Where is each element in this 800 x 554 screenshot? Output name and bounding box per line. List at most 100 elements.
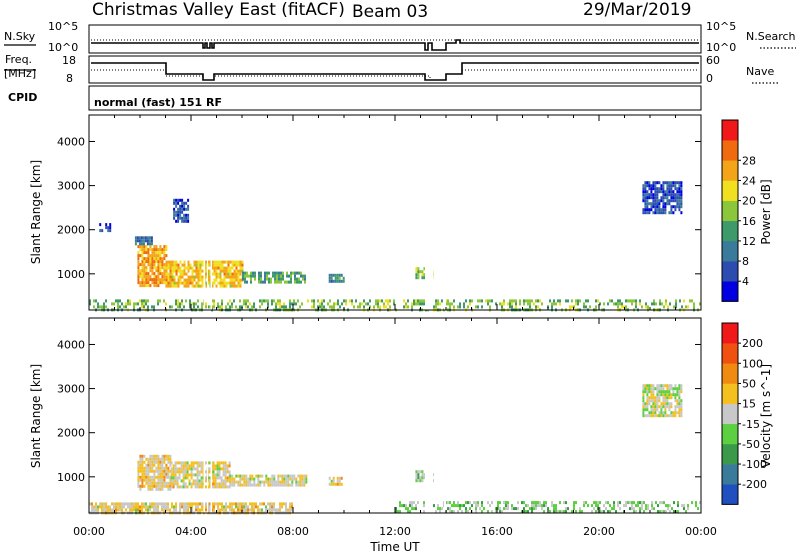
echo-cell xyxy=(215,260,218,264)
echo-cell xyxy=(105,502,107,506)
echo-cell xyxy=(233,281,236,285)
echo-cell xyxy=(642,393,645,397)
echo-cell xyxy=(143,302,145,306)
echo-cell xyxy=(650,202,653,206)
echo-cell xyxy=(169,272,172,276)
echo-cell xyxy=(227,260,230,264)
echo-cell xyxy=(293,474,296,478)
echo-cell xyxy=(208,485,211,489)
echo-cell xyxy=(228,461,231,465)
echo-cell xyxy=(674,181,677,185)
echo-cell xyxy=(155,266,158,270)
echo-cell xyxy=(646,184,649,188)
echo-cell xyxy=(165,469,168,473)
echo-cell xyxy=(657,510,659,514)
echo-cell xyxy=(143,257,146,261)
echo-cell xyxy=(340,273,343,277)
echo-cell xyxy=(242,274,244,278)
echo-cell xyxy=(672,411,675,415)
echo-cell xyxy=(239,266,242,270)
echo-cell xyxy=(187,281,190,285)
echo-cell xyxy=(215,284,218,288)
echo-cell xyxy=(159,245,162,249)
echo-cell xyxy=(133,305,135,309)
echo-cell xyxy=(680,399,683,403)
echo-cell xyxy=(163,478,166,482)
echo-cell xyxy=(213,302,215,306)
echo-cell xyxy=(475,507,477,511)
echo-cell xyxy=(167,266,170,270)
echo-cell xyxy=(165,281,168,285)
echo-cell xyxy=(179,505,181,509)
echo-cell xyxy=(553,299,555,303)
echo-cell xyxy=(101,229,104,233)
echo-cell xyxy=(615,510,617,514)
echo-cell xyxy=(99,502,101,506)
echo-cell xyxy=(153,472,156,476)
echo-cell xyxy=(184,464,187,468)
echo-cell xyxy=(229,275,232,279)
echo-cell xyxy=(672,196,675,200)
echo-cell xyxy=(216,473,219,477)
echo-cell xyxy=(181,201,184,205)
echo-cell xyxy=(646,196,649,200)
echo-cell xyxy=(333,305,335,309)
echo-cell xyxy=(159,472,162,476)
echo-cell xyxy=(231,266,234,270)
echo-cell xyxy=(263,299,265,303)
echo-cell xyxy=(668,211,671,215)
echo-cell xyxy=(153,251,156,255)
echo-cell xyxy=(181,272,184,276)
echo-cell xyxy=(228,464,231,468)
echo-cell xyxy=(652,405,655,409)
echo-cell xyxy=(167,484,170,488)
echo-cell xyxy=(185,213,188,217)
echo-cell xyxy=(153,257,156,261)
echo-cell xyxy=(293,477,296,481)
echo-cell xyxy=(644,202,647,206)
echo-cell xyxy=(523,510,525,514)
echo-cell xyxy=(105,508,107,512)
echo-cell xyxy=(595,299,597,303)
echo-cell xyxy=(243,299,245,303)
echo-cell xyxy=(243,474,246,478)
echo-cell xyxy=(153,475,156,479)
echo-cell xyxy=(157,299,159,303)
echo-cell xyxy=(251,505,253,509)
echo-cell xyxy=(282,274,284,278)
echo-cell xyxy=(652,390,655,394)
echo-cell xyxy=(253,477,256,481)
echo-cell xyxy=(294,280,296,284)
echo-cell xyxy=(201,260,204,264)
echo-cell xyxy=(182,470,185,474)
echo-cell xyxy=(169,457,172,461)
echo-cell xyxy=(644,181,647,185)
echo-cell xyxy=(217,272,220,276)
echo-cell xyxy=(239,480,242,484)
echo-cell xyxy=(407,305,409,309)
echo-cell xyxy=(157,463,160,467)
echo-cell xyxy=(163,272,166,276)
echo-cell xyxy=(137,245,140,249)
echo-cell xyxy=(176,467,179,471)
echo-cell xyxy=(176,485,179,489)
echo-cell xyxy=(623,504,625,508)
echo-cell xyxy=(165,505,167,509)
echo-cell xyxy=(311,299,313,303)
echo-cell xyxy=(656,208,659,212)
echo-cell xyxy=(188,467,191,471)
echo-cell xyxy=(177,210,180,214)
echo-cell xyxy=(646,181,649,185)
echo-cell xyxy=(161,248,164,252)
echo-cell xyxy=(157,454,160,458)
echo-cell xyxy=(415,473,418,477)
echo-cell xyxy=(179,260,182,264)
echo-cell xyxy=(646,387,649,391)
echo-cell xyxy=(423,504,425,508)
echo-cell xyxy=(194,485,197,489)
echo-cell xyxy=(157,257,160,261)
echo-cell xyxy=(196,482,199,486)
echo-cell xyxy=(159,272,162,276)
echo-cell xyxy=(226,464,229,468)
echo-cell xyxy=(477,299,479,303)
